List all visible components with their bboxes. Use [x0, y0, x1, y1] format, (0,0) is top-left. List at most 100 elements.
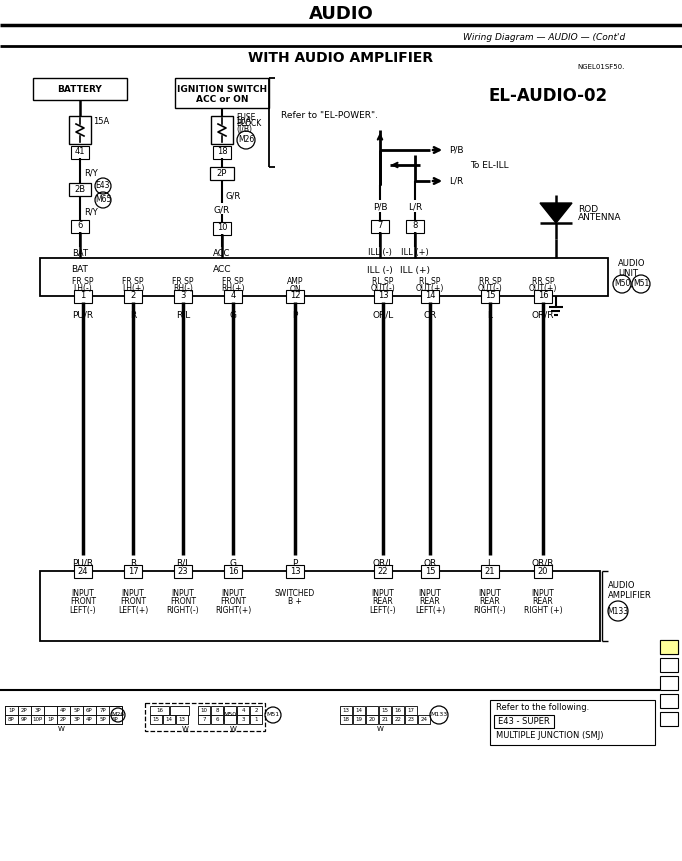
- Text: 7P: 7P: [99, 708, 106, 713]
- Text: PU/R: PU/R: [72, 311, 93, 319]
- Bar: [237, 715, 249, 724]
- Bar: [405, 706, 417, 715]
- Bar: [211, 116, 233, 144]
- Bar: [660, 640, 678, 654]
- Text: 14: 14: [355, 708, 363, 713]
- Bar: [379, 706, 391, 715]
- Text: 7: 7: [203, 717, 206, 722]
- Text: RR SP: RR SP: [479, 276, 501, 286]
- Bar: [71, 220, 89, 232]
- Text: 10A: 10A: [235, 116, 251, 126]
- Bar: [213, 221, 231, 234]
- Bar: [353, 715, 365, 724]
- Text: M51: M51: [633, 280, 649, 288]
- Text: 18: 18: [342, 717, 349, 722]
- Text: FRONT: FRONT: [170, 598, 196, 606]
- Text: INPUT: INPUT: [222, 589, 244, 598]
- Bar: [109, 715, 122, 724]
- Text: 1: 1: [80, 292, 86, 300]
- Bar: [534, 565, 552, 578]
- Bar: [481, 289, 499, 302]
- Bar: [18, 715, 31, 724]
- Text: 6P: 6P: [86, 708, 93, 713]
- Bar: [660, 712, 678, 726]
- Bar: [69, 116, 91, 144]
- Text: 16: 16: [228, 567, 238, 575]
- Text: EL-AUDIO-02: EL-AUDIO-02: [488, 87, 608, 105]
- Bar: [534, 289, 552, 302]
- Text: RIGHT(+): RIGHT(+): [215, 606, 251, 616]
- Text: 15: 15: [153, 717, 160, 722]
- Text: ILL (+): ILL (+): [401, 249, 429, 257]
- Text: OUT(+): OUT(+): [416, 284, 444, 294]
- Text: RIGHT(-): RIGHT(-): [474, 606, 506, 616]
- Text: 10: 10: [201, 708, 207, 713]
- Bar: [40, 258, 608, 296]
- Text: 7: 7: [377, 221, 383, 231]
- Text: E43 - SUPER: E43 - SUPER: [498, 717, 550, 727]
- Text: L: L: [488, 559, 492, 567]
- Text: 1: 1: [254, 717, 258, 722]
- Text: AUDIO: AUDIO: [618, 259, 645, 269]
- Text: P/B: P/B: [449, 146, 464, 154]
- Bar: [70, 715, 83, 724]
- Text: ON: ON: [289, 284, 301, 294]
- Text: 18: 18: [217, 147, 227, 157]
- Text: P: P: [293, 559, 297, 567]
- Bar: [69, 183, 91, 196]
- Text: 15: 15: [381, 708, 389, 713]
- Text: 13: 13: [290, 567, 300, 575]
- Bar: [660, 676, 678, 690]
- Text: LH(+): LH(+): [122, 284, 144, 294]
- Text: 21: 21: [485, 567, 495, 575]
- Bar: [57, 715, 70, 724]
- Text: 6: 6: [77, 221, 83, 231]
- Text: PU/R: PU/R: [72, 559, 93, 567]
- Text: 16: 16: [394, 708, 402, 713]
- Text: P: P: [293, 311, 297, 319]
- Text: 23: 23: [178, 567, 188, 575]
- Bar: [224, 289, 242, 302]
- Text: M133: M133: [430, 713, 447, 717]
- Text: G: G: [230, 559, 237, 567]
- Bar: [379, 715, 391, 724]
- Text: 15A: 15A: [93, 116, 109, 126]
- Bar: [405, 715, 417, 724]
- Text: W: W: [57, 726, 64, 732]
- Text: OUT(-): OUT(-): [370, 284, 396, 294]
- Text: 13: 13: [342, 708, 349, 713]
- Text: OR/R: OR/R: [532, 311, 554, 319]
- Bar: [660, 658, 678, 672]
- Bar: [74, 565, 92, 578]
- Bar: [175, 78, 269, 108]
- Text: 2P: 2P: [217, 169, 227, 178]
- Text: ACC: ACC: [213, 265, 231, 275]
- Bar: [224, 715, 236, 724]
- Bar: [198, 715, 210, 724]
- Text: 10: 10: [217, 224, 227, 232]
- Text: G: G: [230, 311, 237, 319]
- Text: G/R: G/R: [214, 206, 230, 214]
- Text: INPUT: INPUT: [121, 589, 145, 598]
- Bar: [83, 715, 96, 724]
- Text: FRONT: FRONT: [70, 598, 96, 606]
- Text: R/Y: R/Y: [84, 169, 98, 177]
- Text: 14: 14: [166, 717, 173, 722]
- Text: 23: 23: [408, 717, 415, 722]
- Bar: [250, 715, 262, 724]
- Text: Refer to "EL-POWER".: Refer to "EL-POWER".: [281, 110, 378, 120]
- Text: M50: M50: [614, 280, 630, 288]
- Text: INPUT: INPUT: [172, 589, 194, 598]
- Bar: [211, 706, 223, 715]
- Text: BAT: BAT: [72, 250, 88, 258]
- Text: BATTERY: BATTERY: [57, 84, 102, 94]
- Text: ANTENNA: ANTENNA: [578, 214, 621, 222]
- Text: RH(-): RH(-): [173, 284, 193, 294]
- Bar: [366, 706, 378, 715]
- Bar: [71, 146, 89, 158]
- Text: 3: 3: [241, 717, 245, 722]
- Bar: [124, 565, 142, 578]
- Bar: [198, 706, 210, 715]
- Text: OR: OR: [424, 559, 436, 567]
- Text: LH(-): LH(-): [74, 284, 92, 294]
